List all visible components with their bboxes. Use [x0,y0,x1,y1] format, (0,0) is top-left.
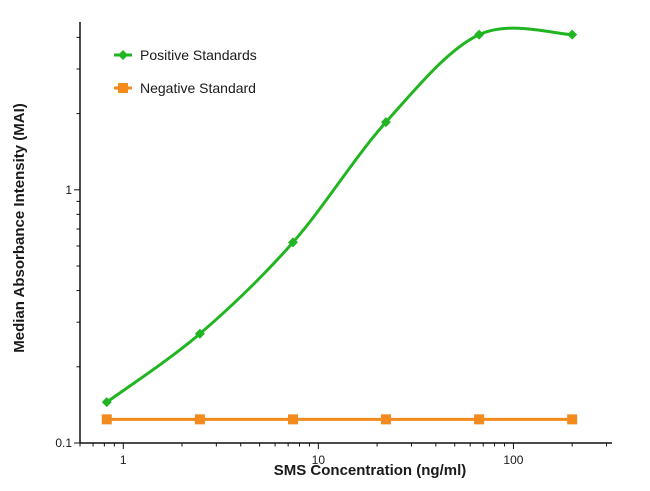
legend-item: Positive Standards [114,47,257,63]
data-point [101,414,112,425]
legend-marker [118,83,128,93]
y-axis-title: Median Absorbance Intensity (MAI) [11,103,28,352]
data-point [474,29,485,40]
data-point [567,29,578,40]
x-tick-label: 10 [312,453,326,467]
x-tick-label: 1 [120,453,127,467]
y-tick-label: 0.1 [55,436,72,450]
data-point [101,397,112,408]
data-point [287,237,298,248]
data-point [380,117,391,128]
legend-marker [118,50,128,60]
data-point [194,328,205,339]
legend-label: Positive Standards [140,47,257,63]
data-point [380,414,391,425]
x-axis-title: SMS Concentration (ng/ml) [274,462,467,479]
x-ticks: 1 10 100 [79,443,608,467]
data-point [194,414,205,425]
data-point [474,414,485,425]
axes [79,22,612,444]
series-layer [101,26,578,425]
series-0 [101,26,578,408]
legend-label: Negative Standard [140,80,256,96]
y-ticks: 0.11 [55,36,80,450]
series-1 [101,414,578,425]
data-point [287,414,298,425]
data-point [567,414,578,425]
legend-item: Negative Standard [114,80,256,96]
legend: Positive Standards Negative Standard [114,47,257,96]
x-tick-label: 100 [503,453,523,467]
y-tick-label: 1 [65,183,72,197]
